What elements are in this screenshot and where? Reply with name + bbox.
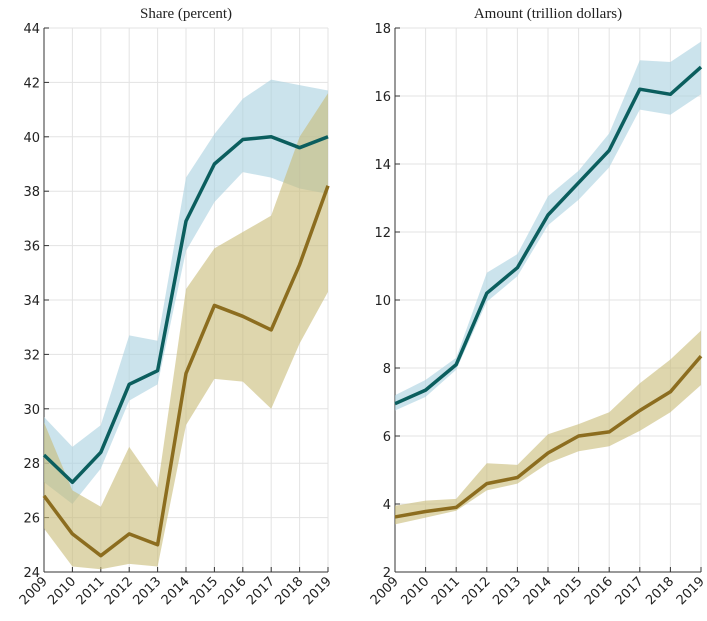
x-tick-label: 2010 (45, 574, 79, 608)
x-tick-label: 2016 (582, 574, 616, 608)
y-tick-label: 38 (23, 185, 40, 200)
x-tick-label: 2015 (187, 574, 221, 608)
y-tick-label: 42 (23, 76, 40, 91)
x-tick-label: 2019 (301, 574, 335, 608)
y-tick-label: 40 (23, 131, 40, 146)
y-tick-label: 2 (383, 566, 391, 581)
line (42, 185, 330, 558)
y-tick-label: 26 (23, 512, 40, 527)
x-tick-label: 2012 (460, 574, 494, 608)
x-tick-label: 2018 (272, 574, 306, 608)
x-tick-label: 2011 (74, 574, 108, 608)
confidence-band (44, 93, 328, 570)
x-tick-label: 2011 (429, 574, 463, 608)
y-tick-label: 24 (23, 566, 40, 581)
y-tick-label: 18 (374, 22, 391, 37)
x-tick-label: 2016 (216, 574, 250, 608)
x-tick-label: 2019 (674, 574, 707, 608)
panel: Share (percent) 24 26 28 30 32 34 36 38 40 42 44 200… (17, 6, 335, 608)
y-tick-label: 34 (23, 294, 40, 309)
x-tick-label: 2017 (613, 574, 647, 608)
y-tick-label: 36 (23, 240, 40, 255)
y-tick-label: 28 (23, 457, 40, 472)
y-tick-label: 32 (23, 348, 40, 363)
y-tick-label: 6 (383, 430, 391, 445)
y-tick-label: 44 (23, 22, 40, 37)
x-tick-label: 2012 (102, 574, 136, 608)
y-tick-label: 30 (23, 403, 40, 418)
x-tick-label: 2015 (551, 574, 585, 608)
y-tick-label: 10 (374, 294, 391, 309)
panel-title: Share (percent) (140, 6, 232, 22)
x-tick-label: 2009 (17, 574, 51, 608)
x-tick-label: 2018 (643, 574, 677, 608)
x-tick-label: 2013 (490, 574, 524, 608)
y-tick-label: 12 (374, 226, 391, 241)
y-tick-label: 14 (374, 158, 391, 173)
line (394, 65, 703, 406)
x-tick-label: 2009 (368, 574, 402, 608)
confidence-band (395, 41, 701, 411)
line (394, 354, 703, 519)
confidence-band (44, 79, 328, 505)
panel-title: Amount (trillion dollars) (474, 6, 622, 22)
x-tick-label: 2014 (521, 574, 555, 608)
y-tick-label: 4 (383, 498, 391, 513)
x-tick-label: 2010 (398, 574, 432, 608)
x-tick-label: 2014 (159, 574, 193, 608)
line (42, 135, 329, 484)
y-tick-label: 8 (383, 362, 391, 377)
x-tick-label: 2017 (244, 574, 278, 608)
x-tick-label: 2013 (130, 574, 164, 608)
panel: Amount (trillion dollars) 2 4 6 8 10 12 14 16 18 2… (368, 6, 707, 608)
confidence-band (395, 330, 701, 525)
y-tick-label: 16 (374, 90, 391, 105)
